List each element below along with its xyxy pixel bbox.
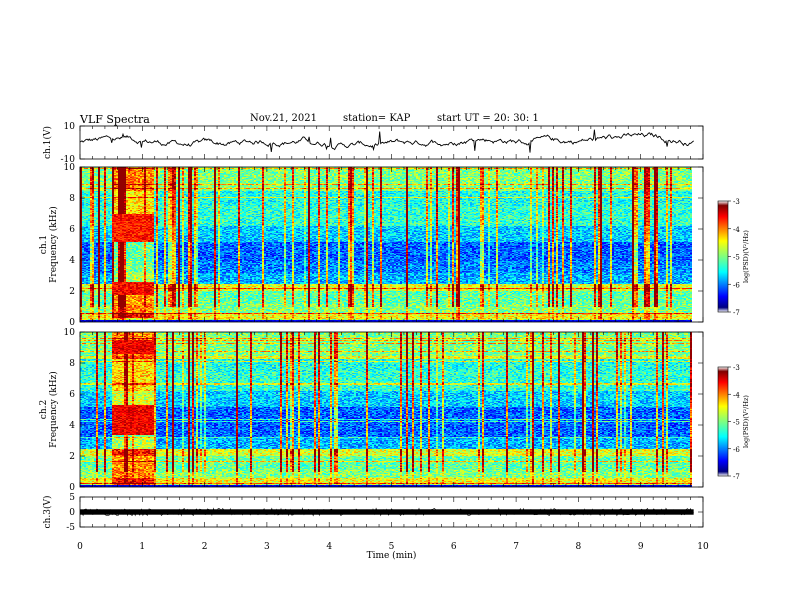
x-tick-label: 5 — [389, 542, 395, 552]
y-axis-label: ch.1 — [39, 235, 49, 254]
colorbar-label: log(PSD)(V²/Hz) — [742, 230, 750, 283]
x-axis-label: Time (min) — [367, 550, 417, 561]
ch1-spectrogram-heatmap — [80, 167, 692, 322]
colorbar — [717, 366, 729, 477]
y-tick-label: 10 — [64, 163, 76, 173]
x-tick-label: 1 — [139, 542, 145, 552]
colorbar-tick-label: -4 — [733, 226, 740, 234]
colorbar-tick-label: -5 — [733, 254, 740, 262]
x-tick-label: 8 — [576, 542, 582, 552]
colorbar-tick-label: -3 — [733, 198, 740, 206]
colorbar — [717, 200, 729, 313]
y-tick-label: 8 — [69, 194, 75, 204]
colorbar-tick-label: -5 — [733, 419, 740, 427]
ch2-spectrogram-heatmap — [80, 332, 692, 487]
x-tick-label: 4 — [326, 542, 332, 552]
x-tick-label: 7 — [513, 542, 519, 552]
y-axis-label: Frequency (kHz) — [48, 206, 59, 283]
start-time-label: start UT = 20: 30: 1 — [437, 113, 539, 124]
x-tick-label: 0 — [77, 542, 83, 552]
y-tick-label: 6 — [69, 225, 75, 235]
y-axis-label: ch.3(V) — [42, 496, 53, 529]
y-tick-label: 0 — [69, 318, 75, 328]
colorbar-tick-label: -7 — [733, 473, 740, 481]
y-tick-label: 8 — [69, 359, 75, 369]
y-axis-label: ch.1(V) — [42, 126, 53, 159]
y-tick-label: 10 — [64, 328, 76, 338]
y-tick-label: -5 — [66, 523, 75, 533]
y-axis-label: ch.2 — [39, 400, 49, 419]
panel-frame — [79, 331, 704, 488]
date-label: Nov.21, 2021 — [250, 113, 317, 124]
y-tick-label: 0 — [69, 508, 75, 518]
y-tick-label: 2 — [69, 287, 75, 297]
y-tick-label: 5 — [69, 493, 75, 503]
x-tick-label: 10 — [697, 542, 709, 552]
ch3-waveform-band — [80, 509, 694, 515]
y-tick-label: 2 — [69, 452, 75, 462]
y-tick-label: -10 — [61, 155, 76, 165]
y-axis-label: Frequency (kHz) — [48, 371, 59, 448]
colorbar-tick-label: -3 — [733, 364, 740, 372]
y-tick-label: 4 — [69, 256, 75, 266]
y-tick-label: 10 — [64, 122, 76, 132]
chart-title: VLF Spectra — [80, 113, 150, 126]
y-tick-label: 6 — [69, 390, 75, 400]
colorbar-tick-label: -4 — [733, 391, 740, 399]
x-tick-label: 6 — [451, 542, 457, 552]
y-tick-label: 0 — [69, 483, 75, 493]
station-label: station= KAP — [343, 113, 411, 124]
x-tick-label: 3 — [264, 542, 270, 552]
y-tick-label: 4 — [69, 421, 75, 431]
colorbar-label: log(PSD)(V²/Hz) — [742, 395, 750, 448]
colorbar-tick-label: -7 — [733, 309, 740, 317]
colorbar-tick-label: -6 — [733, 446, 740, 454]
ch1-waveform-line — [79, 129, 694, 153]
panel-frame — [79, 166, 704, 323]
ch3-waveform-line — [79, 507, 694, 517]
colorbar-tick-label: -6 — [733, 281, 740, 289]
x-tick-label: 2 — [202, 542, 208, 552]
x-tick-label: 9 — [638, 542, 644, 552]
